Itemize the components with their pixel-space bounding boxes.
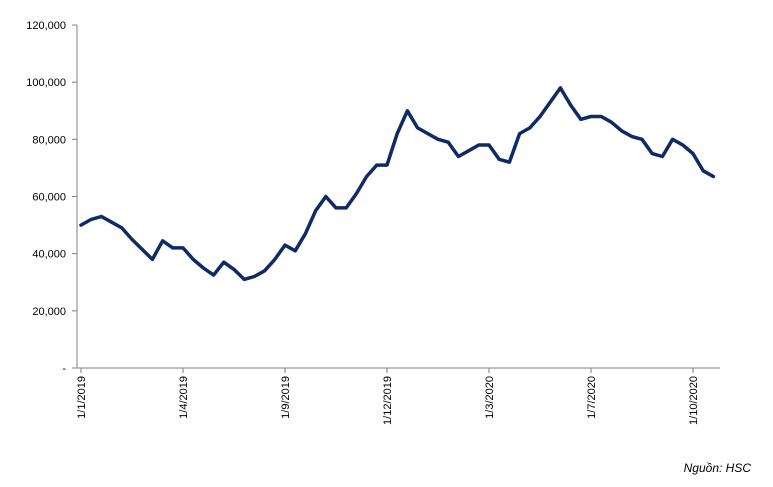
x-axis: 1/1/2019 1/4/2019 1/9/2019 1/12/2019 1/3/202…	[76, 367, 720, 425]
y-tick-label: 80,000	[32, 134, 66, 146]
y-tick-label: 100,000	[26, 77, 66, 89]
x-tick-label: 1/10/2020	[688, 376, 700, 425]
y-tick-label: 60,000	[32, 192, 66, 204]
series-layer	[79, 86, 716, 282]
y-tick-label: -	[62, 363, 66, 375]
series-line	[79, 86, 716, 282]
y-tick-label: 40,000	[32, 249, 66, 261]
y-axis: - 20,000 40,000 60,000 80,000 100,000 120,000	[26, 20, 78, 375]
x-tick-label: 1/7/2020	[586, 376, 598, 419]
y-tick-label: 120,000	[26, 20, 66, 32]
x-tick-label: 1/12/2019	[382, 376, 394, 425]
x-tick-label: 1/1/2019	[76, 376, 88, 419]
x-tick-label: 1/3/2020	[484, 376, 496, 419]
y-tick-label: 20,000	[32, 306, 66, 318]
x-tick-label: 1/4/2019	[178, 376, 190, 419]
source-note: Nguồn: HSC	[683, 461, 751, 475]
x-tick-label: 1/9/2019	[280, 376, 292, 419]
